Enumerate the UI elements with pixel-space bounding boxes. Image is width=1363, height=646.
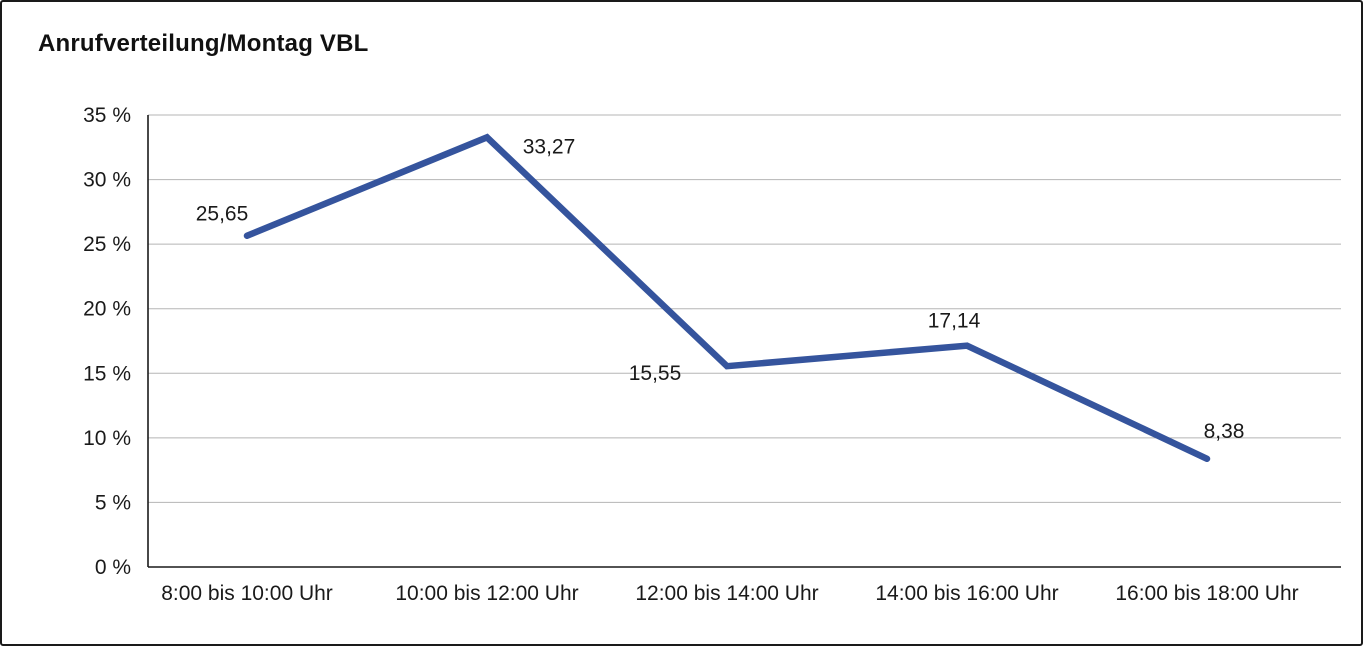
x-tick-label: 8:00 bis 10:00 Uhr	[161, 582, 333, 605]
data-label: 17,14	[928, 310, 981, 333]
y-tick-label: 30 %	[83, 169, 131, 192]
y-tick-label: 15 %	[83, 362, 131, 385]
data-label: 15,55	[629, 362, 682, 385]
y-tick-label: 25 %	[83, 233, 131, 256]
y-tick-label: 35 %	[83, 104, 131, 127]
y-tick-label: 10 %	[83, 427, 131, 450]
data-label: 33,27	[523, 135, 576, 158]
x-tick-label: 12:00 bis 14:00 Uhr	[635, 582, 818, 605]
x-tick-label: 16:00 bis 18:00 Uhr	[1115, 582, 1298, 605]
y-tick-label: 0 %	[95, 556, 131, 579]
chart-title: Anrufverteilung/Montag VBL	[38, 30, 369, 57]
y-tick-label: 20 %	[83, 298, 131, 321]
data-line	[243, 133, 1211, 463]
x-tick-label: 14:00 bis 16:00 Uhr	[875, 582, 1058, 605]
data-label: 8,38	[1204, 420, 1245, 443]
data-label: 25,65	[196, 203, 249, 226]
x-tick-label: 10:00 bis 12:00 Uhr	[395, 582, 578, 605]
y-tick-label: 5 %	[95, 491, 131, 514]
